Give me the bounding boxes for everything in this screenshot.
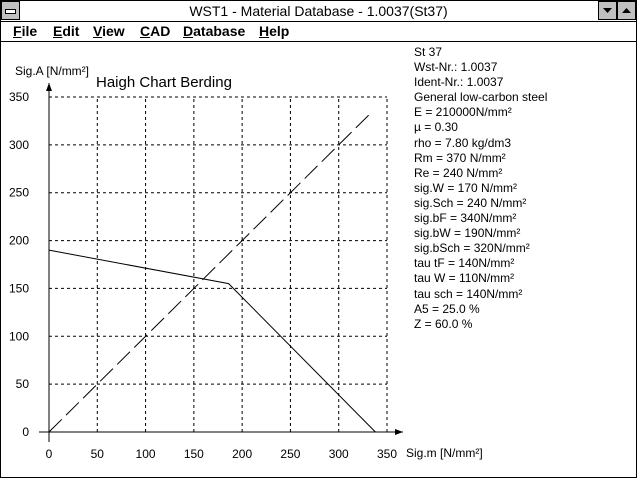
property-line: Z = 60.0 %	[414, 316, 473, 331]
property-line: sig.bF = 340N/mm²	[414, 211, 517, 226]
x-tick-label: 200	[232, 447, 252, 461]
property-line: µ = 0.30	[414, 120, 458, 135]
menu-item[interactable]: CAD	[140, 23, 171, 39]
chart-title: Haigh Chart Berding	[96, 74, 232, 91]
menu-item[interactable]: Edit	[53, 23, 80, 39]
x-tick-label: 0	[46, 447, 53, 461]
property-line: tau sch = 140N/mm²	[414, 286, 523, 301]
chart: Haigh Chart Berding Sig.A [N/mm²] Sig.m …	[9, 64, 483, 461]
x-tick-label: 300	[329, 447, 349, 461]
y-tick-label: 150	[9, 281, 29, 295]
x-axis-arrow	[395, 429, 403, 435]
menu-item[interactable]: Database	[183, 23, 246, 39]
property-line: sig.W = 170 N/mm²	[414, 180, 518, 195]
y-tick-label: 200	[9, 234, 29, 248]
y-tick-label: 300	[9, 138, 29, 152]
y-tick-label: 100	[9, 329, 29, 343]
property-line: E = 210000N/mm²	[414, 105, 512, 120]
x-tick-label: 250	[280, 447, 300, 461]
property-line: Rm = 370 N/mm²	[414, 150, 506, 165]
property-line: sig.bW = 190N/mm²	[414, 226, 521, 241]
x-axis-label: Sig.m [N/mm²]	[406, 446, 483, 460]
minimize-button[interactable]	[598, 1, 617, 20]
property-line: A5 = 25.0 %	[414, 301, 480, 316]
data-line	[48, 249, 376, 433]
x-tick-label: 150	[184, 447, 204, 461]
y-axis-arrow	[46, 83, 52, 91]
maximize-button[interactable]	[617, 1, 636, 20]
property-line: tau W = 110N/mm²	[414, 271, 515, 286]
menu-item[interactable]: View	[93, 23, 125, 39]
y-tick-label: 350	[9, 90, 29, 104]
menu-item[interactable]: File	[13, 23, 38, 39]
material-properties: St 37 Wst-Nr.: 1.0037 Ident-Nr.: 1.0037 Gen…	[414, 45, 547, 332]
property-line: rho = 7.80 kg/dm3	[414, 135, 512, 150]
property-line: St 37	[414, 45, 443, 59]
property-line: General low-carbon steel	[414, 90, 548, 105]
property-line: sig.bSch = 320N/mm²	[414, 241, 530, 256]
menu-bar: File Edit View CAD Database Help	[1, 22, 636, 42]
data-line	[48, 111, 373, 433]
property-line: Re = 240 N/mm²	[414, 165, 503, 180]
y-tick-label: 50	[16, 377, 30, 391]
system-menu-button[interactable]	[1, 1, 20, 20]
title-bar: WST1 - Material Database - 1.0037(St37)	[1, 1, 636, 22]
x-tick-label: 50	[91, 447, 105, 461]
x-tick-label: 350	[377, 447, 397, 461]
property-line: Ident-Nr.: 1.0037	[414, 75, 504, 90]
y-tick-label: 250	[9, 186, 29, 200]
property-line: sig.Sch = 240 N/mm²	[414, 195, 527, 210]
x-tick-label: 100	[136, 447, 156, 461]
property-line: tau tF = 140N/mm²	[414, 256, 515, 271]
y-tick-label: 0	[22, 425, 29, 439]
y-axis-label: Sig.A [N/mm²]	[15, 64, 89, 78]
property-line: Wst-Nr.: 1.0037	[414, 60, 498, 75]
menu-item[interactable]: Help	[259, 23, 290, 39]
window-title: WST1 - Material Database - 1.0037(St37)	[189, 3, 448, 19]
